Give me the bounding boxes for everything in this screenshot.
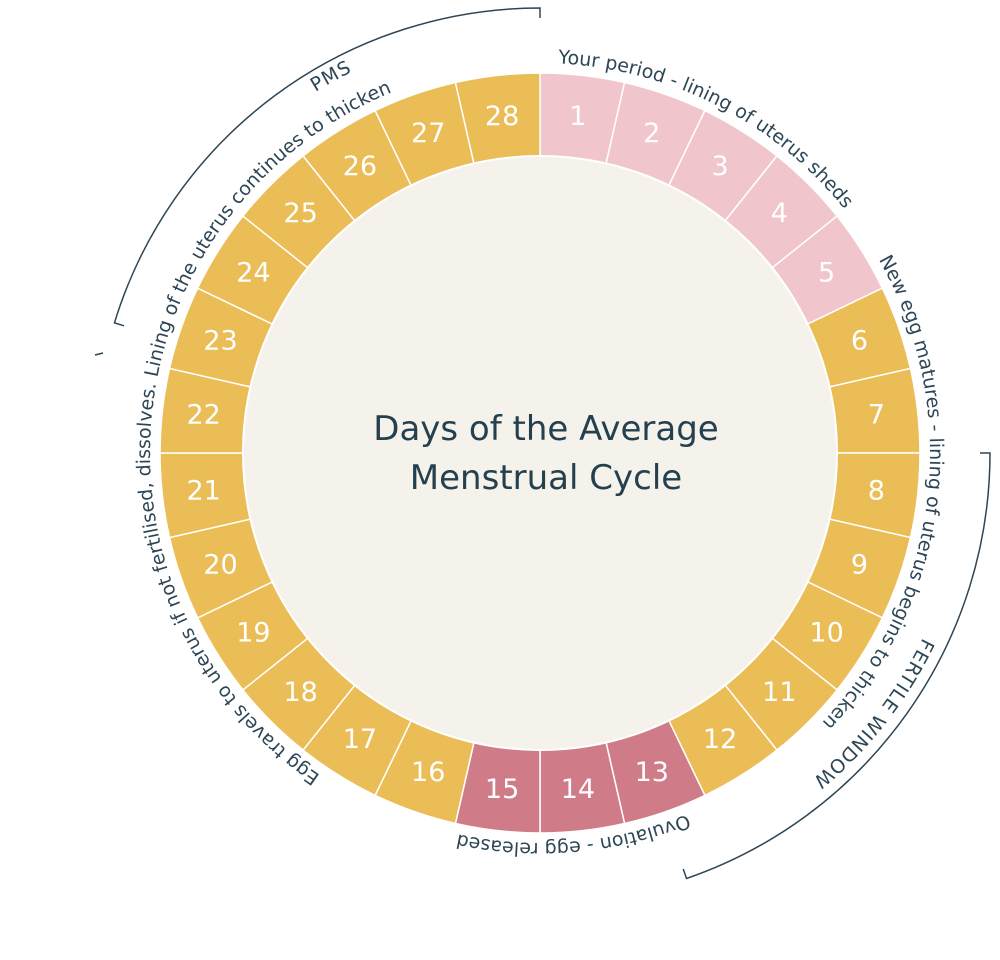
title-line-1: Days of the Average xyxy=(373,409,718,449)
day-number: 28 xyxy=(485,101,519,132)
day-number: 8 xyxy=(868,475,885,506)
bracket-label-path: PMS xyxy=(307,56,355,96)
day-number: 4 xyxy=(771,198,788,229)
day-number: 5 xyxy=(818,257,835,288)
day-number: 17 xyxy=(343,724,377,755)
day-number: 11 xyxy=(762,677,796,708)
day-number: 22 xyxy=(186,400,220,431)
day-number: 15 xyxy=(485,774,519,805)
day-number: 3 xyxy=(711,151,728,182)
day-number: 6 xyxy=(851,326,868,357)
day-number: 10 xyxy=(809,618,843,649)
day-number: 13 xyxy=(635,757,669,788)
day-number: 7 xyxy=(868,400,885,431)
day-number: 2 xyxy=(643,118,660,149)
day-number: 21 xyxy=(186,475,220,506)
bracket-arc xyxy=(113,7,541,327)
day-number: 27 xyxy=(411,118,445,149)
day-number: 20 xyxy=(203,549,237,580)
day-number: 1 xyxy=(569,101,586,132)
day-number: 12 xyxy=(703,724,737,755)
day-ring: 1234567891011121314151617181920212223242… xyxy=(159,72,921,834)
day-number: 24 xyxy=(236,257,270,288)
day-number: 9 xyxy=(851,549,868,580)
day-number: 14 xyxy=(561,774,595,805)
day-number: 18 xyxy=(283,677,317,708)
title-line-2: Menstrual Cycle xyxy=(410,458,682,498)
day-number: 26 xyxy=(343,151,377,182)
bracket-label: PMS xyxy=(307,56,356,96)
bracket-arc xyxy=(682,452,991,880)
day-number: 25 xyxy=(283,198,317,229)
day-number: 16 xyxy=(411,757,445,788)
day-number: 19 xyxy=(236,618,270,649)
inner-circle xyxy=(242,155,838,751)
day-number: 23 xyxy=(203,326,237,357)
bracket-tick xyxy=(94,352,104,356)
